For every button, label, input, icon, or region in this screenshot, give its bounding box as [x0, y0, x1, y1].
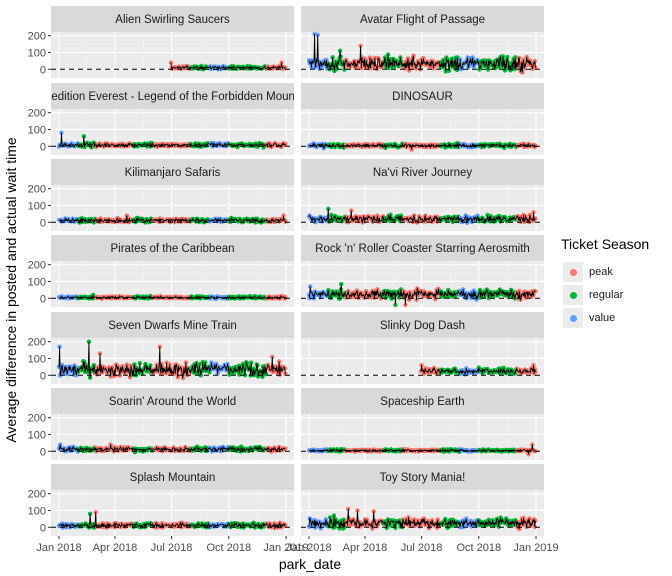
facet-title: Alien Swirling Saucers — [115, 14, 230, 26]
facet-strip — [51, 159, 294, 185]
y-tick-label: 200 — [28, 260, 46, 272]
x-tick-label: Apr 2018 — [93, 542, 138, 554]
facet-panel: Spaceship Earth — [301, 388, 544, 460]
facet-panel: Splash Mountain 0 100 200 Jan 2018 Apr 2018 Ju… — [28, 464, 309, 554]
panel-background — [51, 185, 294, 231]
wait-diff-line — [308, 141, 536, 150]
facet-strip — [301, 159, 544, 185]
facet-title: Rock 'n' Roller Coaster Starring Aerosmi… — [315, 243, 530, 255]
facet-title: Splash Mountain — [130, 472, 216, 484]
facet-title: Spaceship Earth — [380, 396, 464, 408]
y-tick-label: 100 — [28, 276, 46, 288]
facet-title: Slinky Dog Dash — [380, 320, 465, 332]
facet-title: Kilimanjaro Safaris — [125, 167, 221, 179]
wait-diff-line — [170, 62, 286, 71]
facet-title: Seven Dwarfs Mine Train — [108, 320, 236, 332]
facet-title: Soarin' Around the World — [109, 396, 236, 408]
y-tick-label: 100 — [28, 47, 46, 59]
facet-panel: Toy Story Mania!Jan 2018 Apr 2018 Jul 2018… — [286, 464, 559, 554]
facet-title: Na'vi River Journey — [373, 167, 473, 179]
y-tick-label: 0 — [40, 446, 46, 458]
facet-panel: DINOSAUR — [301, 83, 544, 155]
y-tick-label: 0 — [40, 141, 46, 153]
y-tick-label: 100 — [28, 429, 46, 441]
season-point — [533, 65, 538, 70]
facet-panel: Avatar Flight of Passage — [301, 6, 544, 78]
chart-panels: Alien Swirling Saucers 0 100 200 Avatar Flig… — [28, 6, 559, 554]
facet-title: DINOSAUR — [392, 91, 453, 103]
facet-panel: Rock 'n' Roller Coaster Starring Aerosmi… — [301, 235, 544, 308]
y-tick-label: 200 — [28, 108, 46, 120]
y-tick-label: 0 — [40, 217, 46, 229]
facet-panel: Soarin' Around the World 0 100 200 — [28, 388, 294, 460]
y-tick-label: 0 — [40, 64, 46, 76]
x-tick-label: Oct 2018 — [206, 542, 251, 554]
facet-strip — [301, 6, 544, 32]
wait-diff-line — [308, 33, 536, 73]
facet-panel: Alien Swirling Saucers 0 100 200 — [28, 6, 294, 78]
y-tick-label: 200 — [28, 337, 46, 349]
facet-panel: Expedition Everest - Legend of the Forbi… — [28, 83, 314, 155]
wait-diff-line — [58, 215, 286, 225]
x-tick-label: Jul 2018 — [151, 542, 193, 554]
facet-panel: Pirates of the Caribbean 0 100 200 — [28, 235, 294, 307]
y-tick-label: 200 — [28, 489, 46, 501]
y-tick-label: 100 — [28, 200, 46, 212]
facet-panel: Seven Dwarfs Mine Train 0 100 200 — [28, 312, 294, 384]
wait-diff-line — [58, 132, 286, 149]
facet-title: Toy Story Mania! — [380, 472, 466, 484]
y-tick-label: 200 — [28, 184, 46, 196]
facet-strip — [51, 6, 294, 32]
x-tick-label: Jan 2018 — [36, 542, 81, 554]
y-tick-label: 0 — [40, 522, 46, 534]
facet-title: Pirates of the Caribbean — [110, 243, 234, 255]
y-tick-label: 100 — [28, 353, 46, 365]
facet-panel: Na'vi River Journey — [301, 159, 544, 231]
facet-title: Avatar Flight of Passage — [360, 14, 485, 26]
facet-strip — [301, 83, 544, 109]
y-tick-label: 200 — [28, 413, 46, 425]
facet-panel: Kilimanjaro Safaris 0 100 200 — [28, 159, 294, 231]
facet-title: Expedition Everest - Legend of the Forbi… — [32, 91, 314, 103]
y-tick-label: 0 — [40, 293, 46, 305]
y-tick-label: 0 — [40, 370, 46, 382]
y-tick-label: 100 — [28, 124, 46, 136]
facet-panel: Slinky Dog Dash — [301, 312, 544, 384]
facet-strip — [51, 83, 294, 109]
y-tick-label: 200 — [28, 31, 46, 43]
y-tick-label: 100 — [28, 505, 46, 517]
